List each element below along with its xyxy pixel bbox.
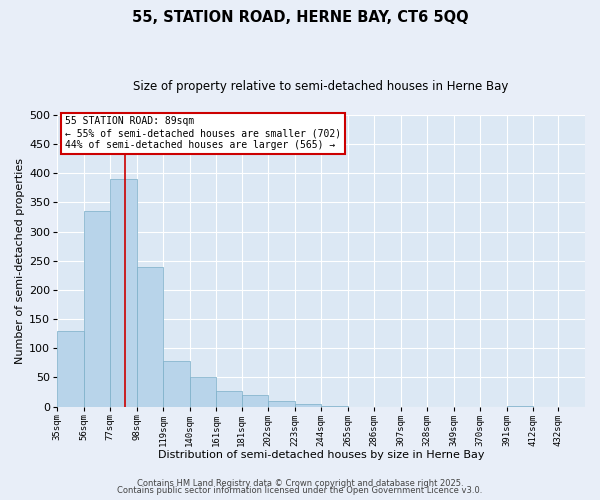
X-axis label: Distribution of semi-detached houses by size in Herne Bay: Distribution of semi-detached houses by …	[158, 450, 484, 460]
Bar	[163, 361, 190, 406]
Y-axis label: Number of semi-detached properties: Number of semi-detached properties	[15, 158, 25, 364]
Text: 55 STATION ROAD: 89sqm
← 55% of semi-detached houses are smaller (702)
44% of se: 55 STATION ROAD: 89sqm ← 55% of semi-det…	[65, 116, 341, 150]
Bar	[190, 378, 217, 406]
Bar	[57, 331, 84, 406]
Bar	[137, 266, 163, 406]
Bar	[110, 179, 137, 406]
Title: Size of property relative to semi-detached houses in Herne Bay: Size of property relative to semi-detach…	[133, 80, 509, 93]
Bar	[242, 395, 268, 406]
Text: Contains public sector information licensed under the Open Government Licence v3: Contains public sector information licen…	[118, 486, 482, 495]
Text: Contains HM Land Registry data © Crown copyright and database right 2025.: Contains HM Land Registry data © Crown c…	[137, 478, 463, 488]
Bar	[268, 401, 295, 406]
Bar	[217, 391, 242, 406]
Bar	[295, 404, 321, 406]
Text: 55, STATION ROAD, HERNE BAY, CT6 5QQ: 55, STATION ROAD, HERNE BAY, CT6 5QQ	[131, 10, 469, 25]
Bar	[84, 211, 110, 406]
